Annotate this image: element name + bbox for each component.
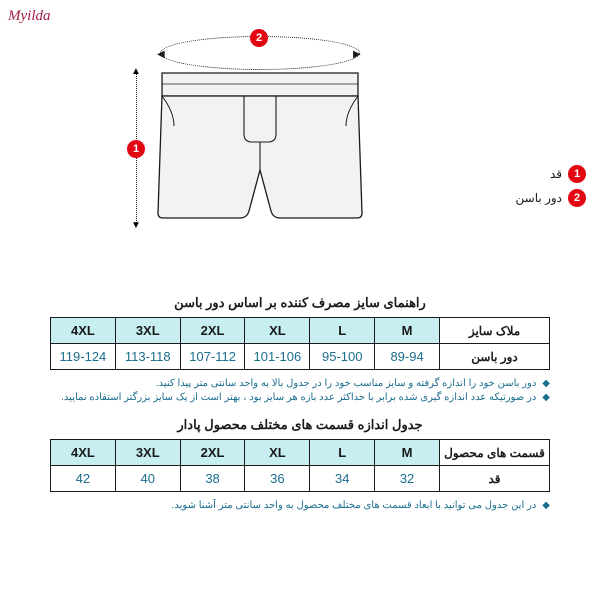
legend-badge-2: 2	[568, 189, 586, 207]
legend-label: دور باسن	[516, 191, 562, 205]
th: XL	[245, 318, 310, 344]
th: 3XL	[115, 440, 180, 466]
legend-item: 1 قد	[516, 165, 586, 183]
table2-notes: ◆ در این جدول می توانید با ابعاد قسمت های…	[50, 500, 550, 511]
size-guide-table: 4XL 3XL 2XL XL L M ملاک سایز 119-124 113…	[50, 317, 550, 370]
td: 38	[180, 466, 245, 492]
td-label: قد	[440, 466, 550, 492]
product-parts-table: 4XL 3XL 2XL XL L M قسمت های محصول 42 40 …	[50, 439, 550, 492]
legend: 1 قد 2 دور باسن	[516, 165, 586, 213]
td: 32	[375, 466, 440, 492]
table-row: 42 40 38 36 34 32 قد	[51, 466, 550, 492]
size-diagram: 2 ◀ ▶ ▲ ▼ 1	[130, 30, 390, 250]
th: 4XL	[51, 440, 116, 466]
td: 119-124	[51, 344, 116, 370]
th: 4XL	[51, 318, 116, 344]
note: ◆ در صورتیکه عدد اندازه گیری شده برابر با…	[50, 392, 550, 403]
bullet-icon: ◆	[542, 378, 550, 389]
arrow-left-icon: ◀	[157, 49, 165, 60]
brand-logo: Myilda	[8, 8, 51, 25]
th: XL	[245, 440, 310, 466]
table-row: 119-124 113-118 107-112 101-106 95-100 8…	[51, 344, 550, 370]
table-header-row: 4XL 3XL 2XL XL L M قسمت های محصول	[51, 440, 550, 466]
th: L	[310, 440, 375, 466]
note-text: در این جدول می توانید با ابعاد قسمت های …	[172, 500, 537, 511]
arrow-right-icon: ▶	[353, 49, 361, 60]
td-label: دور باسن	[440, 344, 550, 370]
th: L	[310, 318, 375, 344]
th: 2XL	[180, 318, 245, 344]
table1-notes: ◆ دور باسن خود را اندازه گرفته و سایز منا…	[50, 378, 550, 403]
td: 107-112	[180, 344, 245, 370]
th: M	[375, 318, 440, 344]
th: M	[375, 440, 440, 466]
table2-title: جدول اندازه قسمت های مختلف محصول پادار	[50, 417, 550, 433]
th: 3XL	[115, 318, 180, 344]
td: 95-100	[310, 344, 375, 370]
bullet-icon: ◆	[542, 392, 550, 403]
th-label: ملاک سایز	[440, 318, 550, 344]
note-text: دور باسن خود را اندازه گرفته و سایز مناس…	[156, 378, 536, 389]
note: ◆ در این جدول می توانید با ابعاد قسمت های…	[50, 500, 550, 511]
note-text: در صورتیکه عدد اندازه گیری شده برابر با …	[61, 392, 536, 403]
td: 113-118	[115, 344, 180, 370]
table-header-row: 4XL 3XL 2XL XL L M ملاک سایز	[51, 318, 550, 344]
td: 36	[245, 466, 310, 492]
td: 40	[115, 466, 180, 492]
td: 89-94	[375, 344, 440, 370]
bullet-icon: ◆	[542, 500, 550, 511]
th-label: قسمت های محصول	[440, 440, 550, 466]
legend-badge-1: 1	[568, 165, 586, 183]
th: 2XL	[180, 440, 245, 466]
table1-title: راهنمای سایز مصرف کننده بر اساس دور باسن	[50, 295, 550, 311]
badge-1: 1	[127, 140, 145, 158]
shorts-icon	[152, 68, 368, 233]
note: ◆ دور باسن خود را اندازه گرفته و سایز منا…	[50, 378, 550, 389]
badge-2: 2	[250, 29, 268, 47]
legend-label: قد	[550, 167, 562, 181]
td: 42	[51, 466, 116, 492]
arrow-up-icon: ▲	[131, 66, 141, 77]
td: 34	[310, 466, 375, 492]
arrow-down-icon: ▼	[131, 220, 141, 231]
td: 101-106	[245, 344, 310, 370]
legend-item: 2 دور باسن	[516, 189, 586, 207]
